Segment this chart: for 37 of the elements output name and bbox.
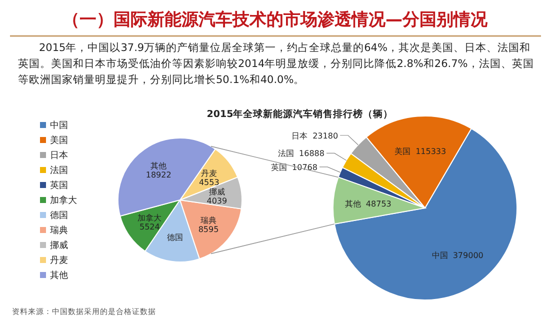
slice-label: 美国 xyxy=(394,147,411,156)
slice-label: 丹麦 xyxy=(201,168,218,178)
legend-label: 其他 xyxy=(50,270,68,281)
data-label: 115333 xyxy=(416,147,446,156)
slice-label: 加拿大 xyxy=(138,214,162,223)
slice-label: 日本 xyxy=(292,131,308,140)
text: 2015年，中国以37.9万辆的产销量位居全球第一，约占全球总量的64%，其次是美国、日本、法国和英国。美国和日本市场受低油价等因素影响较2014年明显放缓，分别同比降低2.8%和26.7%，法国、英国等欧洲国家销量明显提升，分别同比增长50.1%和40.0%。 xyxy=(18,41,534,88)
legend-label: 美国 xyxy=(50,135,68,146)
slice-label: 瑞典 xyxy=(200,216,217,225)
legend-label: 丹麦 xyxy=(50,255,68,266)
data-label: 48753 xyxy=(366,199,392,208)
data-label: 4039 xyxy=(206,196,228,206)
slice-label: 其他 xyxy=(344,199,361,208)
slice-label: 德国 xyxy=(166,232,183,242)
legend-label: 英国 xyxy=(50,180,68,191)
data-label: 16888 xyxy=(299,149,324,158)
data-label: 4553 xyxy=(198,178,220,187)
legend-label: 瑞典 xyxy=(50,225,68,236)
data-label: 23180 xyxy=(312,131,338,140)
legend-label: 德国 xyxy=(50,210,68,221)
data-label: 5524 xyxy=(139,222,160,232)
chart-title: （一）国际新能源汽车技术的市场渗透情况—分国别情况 xyxy=(62,10,488,30)
data-label: 379000 xyxy=(452,250,484,260)
slice-label: 中国 xyxy=(432,250,448,260)
data-label: 10768 xyxy=(292,162,318,172)
legend-label: 法国 xyxy=(50,165,68,176)
slice-label: 挪威 xyxy=(208,188,225,197)
slice-label: 法国 xyxy=(278,149,294,158)
legend-label: 挪威 xyxy=(50,240,68,251)
data-label: 8595 xyxy=(198,224,219,234)
legend-label: 日本 xyxy=(50,150,68,161)
chart-title: 2015年全球新能源汽车销售排行榜（辆） xyxy=(206,108,394,120)
slice-label: 其他 xyxy=(150,162,167,171)
legend-label: 加拿大 xyxy=(50,195,77,206)
slice-label: 英国 xyxy=(271,162,288,172)
data-label: 18922 xyxy=(146,170,172,180)
legend-label: 中国 xyxy=(50,120,68,131)
